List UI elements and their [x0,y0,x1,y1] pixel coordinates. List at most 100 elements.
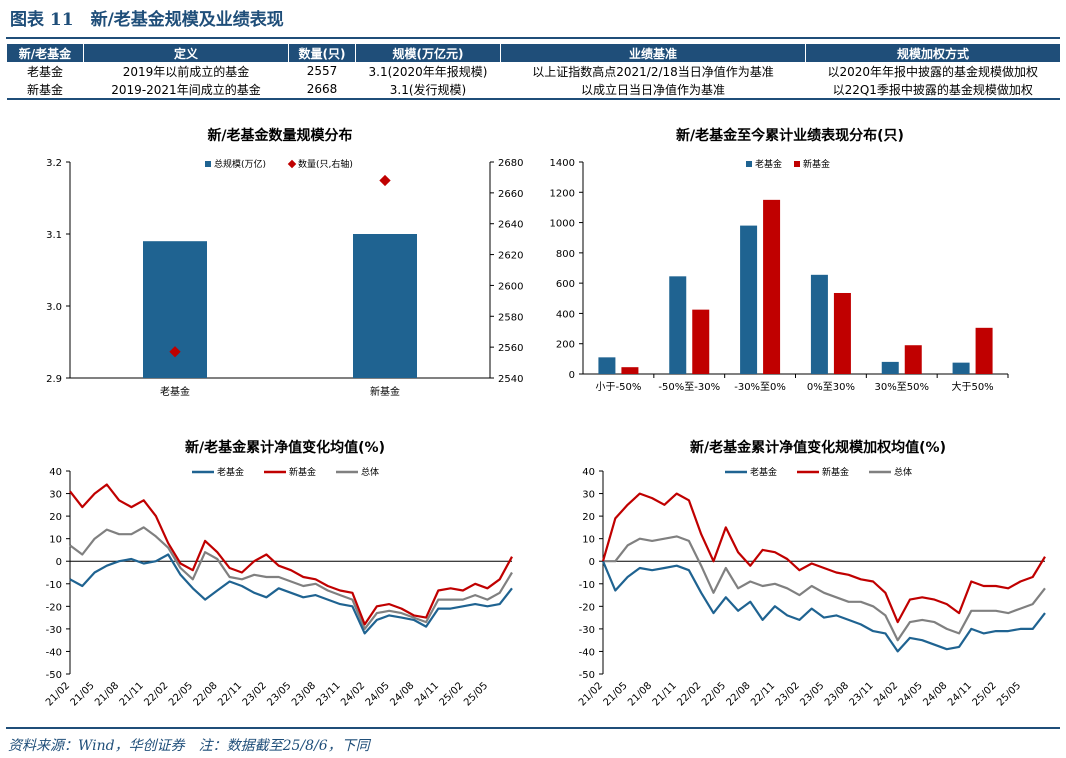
x-tick-label: 21/05 [602,680,630,708]
y-tick-label: 0 [56,557,62,568]
y-tick-label: 20 [49,512,62,523]
chart-title: 新/老基金累计净值变化规模加权均值(%) [690,439,946,456]
y-tick-label: -10 [46,580,62,591]
y-tick-label: 800 [556,249,575,260]
y-tick-label: 40 [582,467,595,478]
x-tick-label: -30%至0% [734,381,786,393]
y2-tick-label: 2600 [498,281,523,292]
y-tick-label: 1200 [550,188,575,199]
x-tick-label: 22/02 [675,680,703,708]
y2-tick-label: 2680 [498,158,523,169]
legend-label: 总体 [894,466,912,478]
legend-label: 新基金 [822,466,849,478]
bar [143,241,207,378]
table-cell: 以上证指数高点2021/2/18当日净值作为基准 [532,64,774,79]
bottom-rule [6,727,1060,729]
bar [669,276,687,374]
table-header: 定义 [83,44,289,62]
table-row: 老基金 2019年以前成立的基金 2557 3.1(2020年年报规模) 以上证… [7,62,1061,80]
table-header-row: 新/老基金 定义 数量(只) 规模(万亿元) 业绩基准 规模加权方式 [6,44,1060,62]
bar [740,225,758,374]
y-tick-label: -40 [579,647,595,658]
table-cell: 以22Q1季报中披露的基金规模做加权 [805,80,1060,100]
x-tick-label: 25/02 [971,680,999,708]
x-tick-label: 老基金 [160,385,190,398]
table-cell: 3.1(发行规模) [355,80,501,100]
x-tick-label: 23/11 [315,680,343,708]
y-tick-label: -50 [46,670,62,681]
y2-tick-label: 2620 [498,251,523,262]
table-cell: 新基金 [6,80,84,100]
info-table: 新/老基金 定义 数量(只) 规模(万亿元) 业绩基准 规模加权方式 老基金 2… [6,44,1060,100]
bar [810,274,828,374]
y-tick-label: 10 [582,535,595,546]
x-tick-label: 23/05 [265,680,293,708]
table-header: 业绩基准 [500,44,806,62]
x-tick-label: 25/05 [995,680,1023,708]
bar [692,309,710,374]
y-tick-label: 1400 [550,158,575,169]
legend-label: 总规模(万亿) [214,158,266,170]
x-tick-label: 24/11 [413,680,441,708]
chart-title: 新/老基金至今累计业绩表现分布(只) [676,127,904,144]
table-cell: 2019-2021年间成立的基金 [83,80,289,100]
y-tick-label: 40 [49,467,62,478]
y-tick-label: 3.2 [46,158,62,169]
table-cell: 2557 [306,64,338,78]
y-tick-label: 600 [556,279,575,290]
x-tick-label: 22/11 [216,680,244,708]
table-header: 规模(万亿元) [355,44,501,62]
series-line [69,483,513,626]
y-tick-label: -30 [46,625,62,636]
x-tick-label: 21/02 [44,680,72,708]
x-tick-label: 24/02 [872,680,900,708]
y-tick-label: 20 [582,512,595,523]
y-tick-label: 0 [569,370,575,381]
bar [952,362,970,374]
y-tick-label: 30 [582,490,595,501]
table-cell: 以2020年年报中披露的基金规模做加权 [827,64,1039,79]
x-tick-label: 24/08 [388,680,416,708]
table-cell: 2668 [288,80,356,100]
x-tick-label: 新基金 [370,385,400,398]
table-header: 数量(只) [288,44,356,62]
bar [904,345,922,374]
bar [975,327,993,374]
x-tick-label: 21/11 [651,680,679,708]
y-tick-label: 0 [589,557,595,568]
x-tick-label: 22/08 [725,680,753,708]
y2-tick-label: 2540 [498,374,523,385]
y-tick-label: 2.9 [46,374,62,385]
x-tick-label: 大于50% [951,380,993,393]
y-tick-label: -40 [46,647,62,658]
x-tick-label: 25/05 [462,680,490,708]
y-tick-label: -20 [46,602,62,613]
bar [353,234,417,378]
legend-label: 总体 [361,466,379,478]
x-tick-label: 21/11 [118,680,146,708]
y2-tick-label: 2640 [498,220,523,231]
x-tick-label: 22/02 [142,680,170,708]
x-tick-label: 24/05 [364,680,392,708]
x-tick-label: 24/08 [921,680,949,708]
legend-swatch [746,161,752,167]
y-tick-label: -10 [579,580,595,591]
legend-label: 老基金 [755,158,782,170]
x-tick-label: 23/02 [241,680,269,708]
legend-label: 老基金 [217,466,244,478]
y-tick-label: 30 [49,490,62,501]
x-tick-label: 30%至50% [875,381,929,393]
table-cell: 3.1(2020年年报规模) [368,64,488,79]
performance-distribution-chart: 新/老基金至今累计业绩表现分布(只) 0 200 400 600 800 1000 1200 1… [550,127,1009,393]
nav-change-mean-chart: 新/老基金累计净值变化均值(%) -50 -40 -30 -20 -10 0 10 20 30 40… [44,439,513,709]
legend-label: 数量(只,右轴) [298,158,353,170]
y-tick-label: -20 [579,602,595,613]
x-tick-label: -50%至-30% [658,381,720,393]
x-tick-label: 23/11 [848,680,876,708]
y-tick-label: 200 [556,340,575,351]
x-tick-label: 21/05 [69,680,97,708]
y-tick-label: 400 [556,309,575,320]
x-tick-label: 23/05 [798,680,826,708]
marker-point [169,346,181,358]
x-tick-label: 23/08 [823,680,851,708]
